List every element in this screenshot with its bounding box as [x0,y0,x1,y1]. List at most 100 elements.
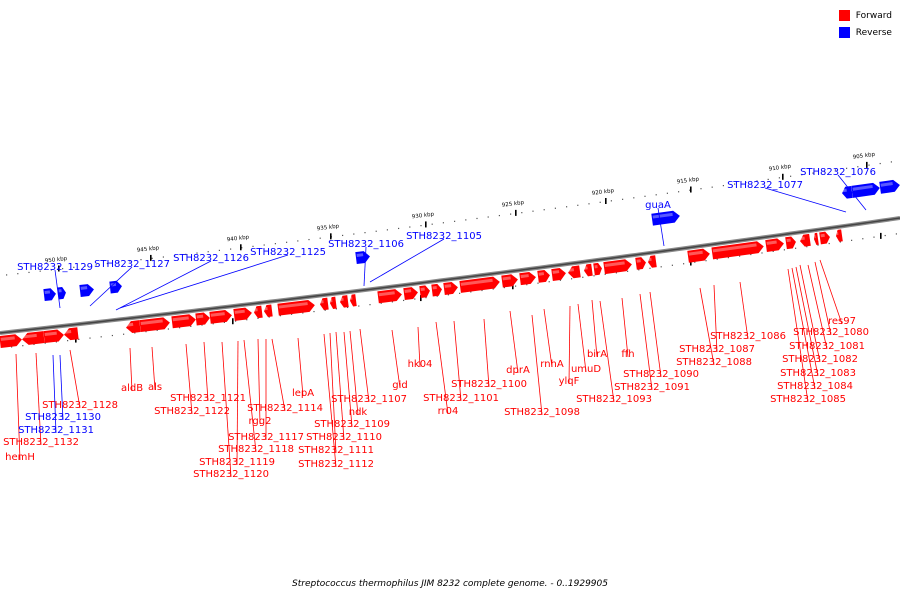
gene-arrow[interactable] [819,231,831,245]
gene-label[interactable]: STH8232_1107 [331,394,407,405]
gene-label[interactable]: STH8232_1105 [406,231,482,242]
gene-arrow[interactable] [403,286,418,301]
gene-label[interactable]: STH8232_1087 [679,344,755,355]
gene-label[interactable]: guaA [645,200,671,211]
gene-label[interactable]: STH8232_1101 [423,393,499,404]
gene-label[interactable]: rr04 [438,406,459,417]
gene-label[interactable]: STH8232_1093 [576,394,652,405]
gene-arrow[interactable] [63,327,79,341]
gene-arrow[interactable] [233,307,252,321]
gene-arrow[interactable] [537,269,550,283]
gene-arrow[interactable] [0,334,23,348]
gene-label[interactable]: STH8232_1126 [173,253,249,264]
gene-label[interactable]: STH8232_1077 [727,180,803,191]
gene-label[interactable]: STH8232_1125 [250,247,326,258]
gene-label[interactable]: STH8232_1091 [614,382,690,393]
gene-label[interactable]: umuD [571,364,601,375]
gene-label[interactable]: STH8232_1080 [793,327,869,338]
gene-arrow[interactable] [277,299,315,316]
gene-arrow[interactable] [851,182,880,198]
gene-arrow[interactable] [171,314,196,329]
gene-arrow[interactable] [785,236,797,250]
gene-arrow[interactable] [459,276,500,293]
gene-label[interactable]: STH8232_1085 [770,394,846,405]
gene-label[interactable]: ndk [349,407,368,418]
gene-arrow[interactable] [419,285,430,299]
gene-label[interactable]: STH8232_1110 [306,432,382,443]
gene-arrow[interactable] [329,296,337,310]
gene-arrow[interactable] [603,258,632,275]
gene-label[interactable]: STH8232_1129 [17,262,93,273]
gene-label[interactable]: aldB [121,383,143,394]
gene-arrow[interactable] [43,288,56,302]
gene-label[interactable]: STH8232_1120 [193,469,269,480]
gene-label[interactable]: rnhA [540,359,564,370]
gene-arrow[interactable] [21,331,45,345]
gene-arrow[interactable] [813,232,819,245]
gene-label[interactable]: STH8232_1118 [218,444,294,455]
gene-arrow[interactable] [635,257,647,270]
gene-arrow[interactable] [687,248,710,263]
gene-arrow[interactable] [835,229,843,242]
gene-arrow[interactable] [139,317,170,333]
gene-label[interactable]: STH8232_1106 [328,239,404,250]
gene-arrow[interactable] [263,304,273,317]
gene-label[interactable]: STH8232_1117 [228,432,304,443]
gene-arrow[interactable] [583,263,593,277]
gene-label[interactable]: STH8232_1128 [42,400,118,411]
gene-label[interactable]: als [148,382,162,393]
gene-arrow[interactable] [355,250,370,265]
gene-label[interactable]: STH8232_1127 [94,259,170,270]
gene-label[interactable]: ffh [621,349,634,360]
gene-label[interactable]: STH8232_1086 [710,331,786,342]
gene-arrow[interactable] [377,288,402,304]
gene-label[interactable]: birA [587,349,607,360]
gene-label[interactable]: STH8232_1122 [154,406,230,417]
gene-label[interactable]: hk04 [408,359,433,370]
gene-arrow[interactable] [593,262,603,276]
gene-label[interactable]: STH8232_1119 [199,457,275,468]
gene-label[interactable]: STH8232_1131 [18,425,94,436]
gene-label[interactable]: ylqF [559,376,580,387]
gene-label[interactable]: STH8232_1090 [623,369,699,380]
gene-arrow[interactable] [711,240,764,260]
gene-label[interactable]: STH8232_1084 [777,381,853,392]
gene-arrow[interactable] [501,274,518,288]
gene-arrow[interactable] [647,255,657,268]
gene-arrow[interactable] [349,294,357,307]
gene-label[interactable]: STH8232_1109 [314,419,390,430]
gene-label[interactable]: gid [392,380,407,391]
gene-label[interactable]: STH8232_1114 [247,403,323,414]
gene-label[interactable]: STH8232_1082 [782,354,858,365]
gene-arrow[interactable] [209,309,232,324]
gene-label[interactable]: STH8232_1132 [3,437,79,448]
gene-label[interactable]: STH8232_1121 [170,393,246,404]
gene-label[interactable]: STH8232_1083 [780,368,856,379]
gene-label[interactable]: STH8232_1088 [676,357,752,368]
gene-arrow[interactable] [799,233,811,247]
gene-arrow[interactable] [339,295,349,308]
gene-arrow[interactable] [765,238,784,252]
gene-arrow[interactable] [443,281,458,295]
gene-label[interactable]: STH8232_1081 [789,341,865,352]
gene-label[interactable]: STH8232_1112 [298,459,374,470]
gene-arrow[interactable] [841,185,853,199]
gene-label[interactable]: rgg2 [249,416,272,427]
gene-label[interactable]: hemH [5,452,35,463]
gene-label[interactable]: STH8232_1098 [504,407,580,418]
gene-arrow[interactable] [879,179,900,194]
gene-label[interactable]: lepA [292,388,314,399]
gene-arrow[interactable] [253,305,263,319]
gene-arrow[interactable] [79,283,94,297]
gene-arrow[interactable] [319,297,329,311]
gene-arrow[interactable] [431,283,442,297]
gene-label[interactable]: STH8232_1076 [800,167,876,178]
gene-arrow[interactable] [519,271,536,286]
gene-label[interactable]: dprA [506,365,530,376]
gene-label[interactable]: res97 [828,316,856,327]
gene-arrow[interactable] [651,210,680,226]
gene-arrow[interactable] [195,312,210,326]
gene-arrow[interactable] [43,329,64,344]
gene-label[interactable]: STH8232_1111 [298,445,374,456]
gene-arrow[interactable] [125,320,141,334]
